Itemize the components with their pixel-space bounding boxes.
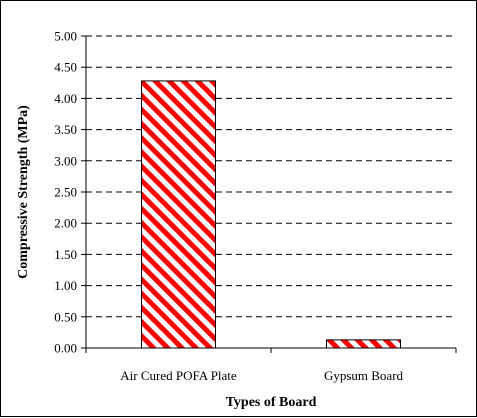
bar-2 — [326, 339, 401, 349]
bars — [141, 80, 401, 349]
y-axis-title: Compressive Strength (MPa) — [16, 105, 31, 279]
y-tick-label: 2.50 — [54, 185, 77, 200]
y-tick-label: 0.50 — [54, 309, 77, 324]
y-tick-labels: 0.00 0.50 1.00 1.50 2.00 2.50 3.00 3.50 4.00 4.50… — [54, 29, 77, 356]
y-tick-label: 5.00 — [54, 29, 77, 44]
y-tick-label: 3.00 — [54, 153, 77, 168]
y-tick-label: 1.50 — [54, 247, 77, 262]
y-tick-label: 2.00 — [54, 216, 77, 231]
y-tick-label: 3.50 — [54, 122, 77, 137]
axes — [81, 35, 457, 353]
bar-1 — [141, 80, 216, 349]
y-tick-label: 0.00 — [54, 341, 77, 356]
y-tick-label: 4.00 — [54, 91, 77, 106]
x-axis-title: Types of Board — [226, 395, 317, 410]
x-tick-label: Gypsum Board — [324, 368, 404, 383]
y-tick-label: 1.00 — [54, 278, 77, 293]
y-tick-label: 4.50 — [54, 60, 77, 75]
x-tick-label: Air Cured POFA Plate — [120, 368, 237, 383]
x-tick-labels: Air Cured POFA Plate Gypsum Board — [120, 368, 403, 383]
